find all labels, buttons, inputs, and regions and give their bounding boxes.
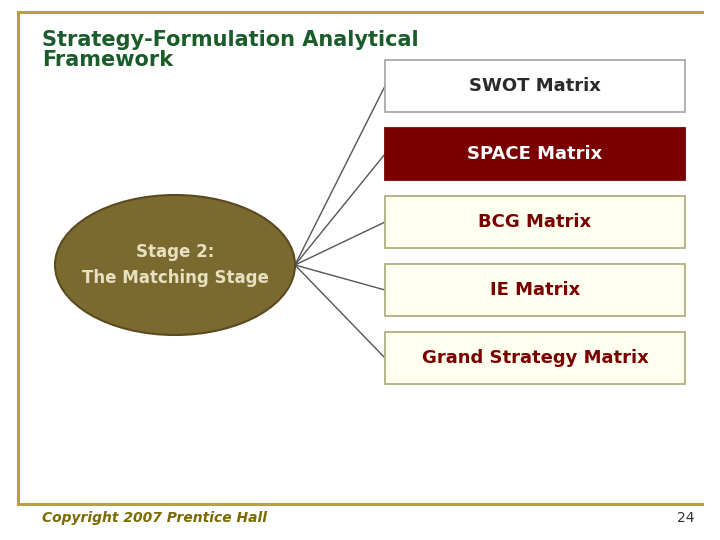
Text: The Matching Stage: The Matching Stage — [81, 269, 269, 287]
Text: SPACE Matrix: SPACE Matrix — [467, 145, 603, 163]
FancyBboxPatch shape — [385, 128, 685, 180]
FancyBboxPatch shape — [385, 332, 685, 384]
Text: BCG Matrix: BCG Matrix — [478, 213, 592, 231]
FancyBboxPatch shape — [385, 196, 685, 248]
Text: Copyright 2007 Prentice Hall: Copyright 2007 Prentice Hall — [42, 511, 267, 525]
Text: Strategy-Formulation Analytical: Strategy-Formulation Analytical — [42, 30, 418, 50]
Text: Framework: Framework — [42, 50, 173, 70]
Text: SWOT Matrix: SWOT Matrix — [469, 77, 601, 95]
FancyBboxPatch shape — [385, 60, 685, 112]
Text: Grand Strategy Matrix: Grand Strategy Matrix — [422, 349, 649, 367]
Text: 24: 24 — [678, 511, 695, 525]
Text: IE Matrix: IE Matrix — [490, 281, 580, 299]
FancyBboxPatch shape — [385, 264, 685, 316]
Text: Stage 2:: Stage 2: — [136, 243, 214, 261]
Ellipse shape — [55, 195, 295, 335]
